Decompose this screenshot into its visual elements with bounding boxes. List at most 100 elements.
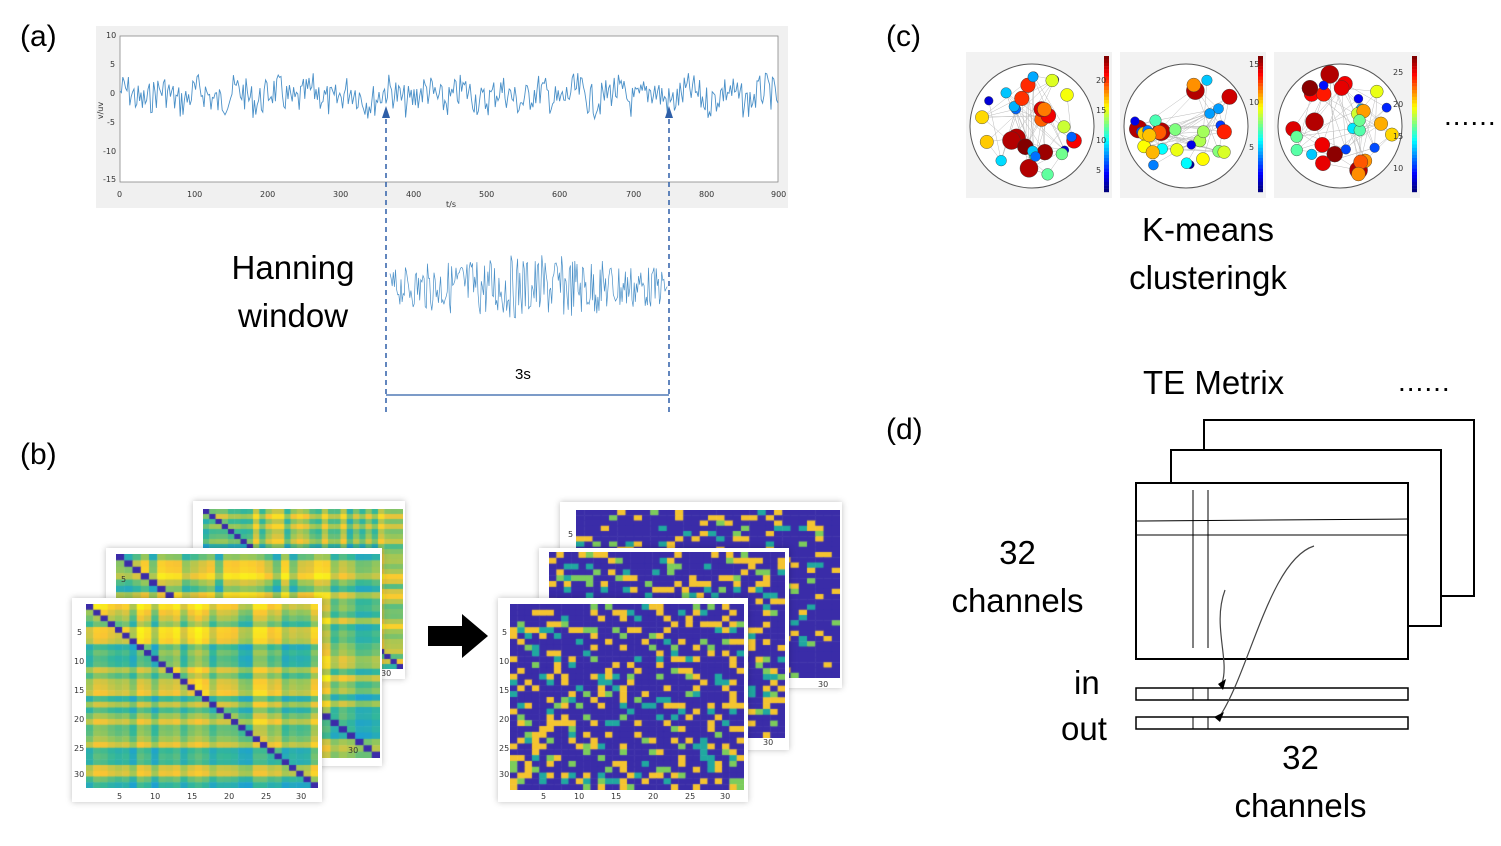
y-tick: -5 <box>107 118 115 127</box>
hanning-label-line2: window <box>237 296 349 334</box>
x-tick: 0 <box>117 190 123 199</box>
x-tick: 900 <box>771 190 787 199</box>
y-tick: 30 <box>74 770 85 779</box>
arrow-head-icon <box>1218 679 1226 690</box>
curved-arrow-in <box>1219 589 1226 684</box>
row-line <box>1135 518 1409 522</box>
colorbar-tick: 10 <box>1393 164 1404 173</box>
x-axis-label: t/s <box>446 200 456 209</box>
arrow-head-icon <box>1214 712 1224 722</box>
x-tick: 10 <box>150 792 161 801</box>
y-tick: 15 <box>499 686 510 695</box>
panel-label-b: (b) <box>20 438 57 471</box>
colorbar-tick: 15 <box>1096 106 1107 115</box>
y-tick: 5 <box>502 628 508 637</box>
x-tick: 5 <box>541 792 547 801</box>
panel-label-c: (c) <box>886 20 921 53</box>
windowed-trace <box>389 255 668 319</box>
x-tick: 25 <box>685 792 696 801</box>
correlation-matrix-front: 5 10 15 20 25 30 5 10 15 20 25 30 <box>72 598 322 802</box>
matrix-heatmap <box>510 604 744 790</box>
x-tick: 300 <box>333 190 349 199</box>
y-tick: 25 <box>74 744 85 753</box>
cols-label-line2: channels <box>1234 786 1367 824</box>
continuation-ellipsis: ...... <box>1444 100 1497 131</box>
y-tick: 0 <box>110 89 116 98</box>
eeg-signal-svg <box>119 35 779 183</box>
y-tick: 5 <box>110 60 116 69</box>
brain-topoplot <box>1120 52 1266 198</box>
y-tick: 5 <box>568 530 574 539</box>
brain-topoplot <box>966 52 1112 198</box>
y-tick: -10 <box>103 147 117 156</box>
panel-label-a: (a) <box>20 20 57 53</box>
binary-matrix-front: 5 10 15 20 25 30 5 10 15 20 25 30 <box>498 598 748 802</box>
right-arrow-icon <box>428 614 488 658</box>
kmeans-label-line2: clusteringk <box>1129 258 1287 296</box>
y-tick: 10 <box>74 657 85 666</box>
colorbar-tick: 15 <box>1393 132 1404 141</box>
y-tick: 5 <box>121 575 127 584</box>
x-tick: 700 <box>626 190 642 199</box>
duration-label: 3s <box>515 366 531 383</box>
in-vector-bar <box>1135 687 1409 701</box>
colorbar-tick: 10 <box>1096 136 1107 145</box>
y-tick: 20 <box>499 715 510 724</box>
x-tick: 500 <box>479 190 495 199</box>
x-tick: 600 <box>552 190 568 199</box>
panel-label-d: (d) <box>886 413 923 446</box>
te-matrix-layer-back <box>1203 419 1475 597</box>
hanning-label-line1: Hanning <box>231 249 355 286</box>
rows-channels-label: 32 channels <box>935 529 1100 625</box>
cols-label-line1: 32 <box>1282 739 1319 776</box>
x-tick: 20 <box>224 792 235 801</box>
brain-topoplot <box>1274 52 1420 198</box>
x-tick: 5 <box>117 792 123 801</box>
brain-topoplots <box>966 52 1420 198</box>
x-tick: 30 <box>720 792 731 801</box>
continuation-ellipsis: ...... <box>1398 366 1451 397</box>
eeg-trace <box>119 72 779 121</box>
x-tick: 30 <box>818 680 829 689</box>
colorbar-tick: 15 <box>1249 60 1260 69</box>
y-tick: 25 <box>499 744 510 753</box>
y-tick: 20 <box>74 715 85 724</box>
y-tick: 10 <box>499 657 510 666</box>
eeg-signal-plot: 10 5 0 -5 -10 -15 v/uv 0 100 200 300 400… <box>96 26 788 209</box>
x-tick: 100 <box>187 190 203 199</box>
y-tick: 15 <box>74 686 85 695</box>
colorbar-tick: 5 <box>1249 143 1255 152</box>
x-tick: 400 <box>406 190 422 199</box>
curved-arrow-out <box>1219 545 1315 717</box>
out-label: out <box>1061 710 1107 747</box>
rows-label-line2: channels <box>951 581 1084 619</box>
x-tick: 200 <box>260 190 276 199</box>
kmeans-label: K-means clusteringk <box>1108 206 1308 302</box>
out-vector-bar <box>1135 716 1409 730</box>
y-tick: 5 <box>77 628 83 637</box>
y-tick: 30 <box>499 770 510 779</box>
x-tick: 30 <box>296 792 307 801</box>
matrix-heatmap <box>86 604 318 788</box>
y-tick: 10 <box>106 31 117 40</box>
x-tick: 15 <box>611 792 622 801</box>
in-label: in <box>1074 664 1100 701</box>
x-tick: 25 <box>261 792 272 801</box>
x-tick: 20 <box>648 792 659 801</box>
y-axis-label: v/uv <box>96 101 106 120</box>
te-matrix-layer-front <box>1135 482 1409 660</box>
signal-axes-box <box>119 35 779 183</box>
colorbar-tick: 20 <box>1096 76 1107 85</box>
te-matrix-layer-middle <box>1170 449 1442 627</box>
colorbar-tick: 10 <box>1249 98 1260 107</box>
x-tick: 10 <box>574 792 585 801</box>
x-tick: 15 <box>187 792 198 801</box>
cols-channels-label: 32 channels <box>1218 734 1383 830</box>
x-tick: 30 <box>381 669 392 678</box>
colorbar-tick: 5 <box>1096 166 1102 175</box>
x-tick: 30 <box>348 746 359 755</box>
hanning-window-label: Hanning window <box>218 244 368 340</box>
x-tick: 30 <box>763 738 774 747</box>
y-tick: -15 <box>103 175 117 184</box>
colorbar-tick: 25 <box>1393 68 1404 77</box>
